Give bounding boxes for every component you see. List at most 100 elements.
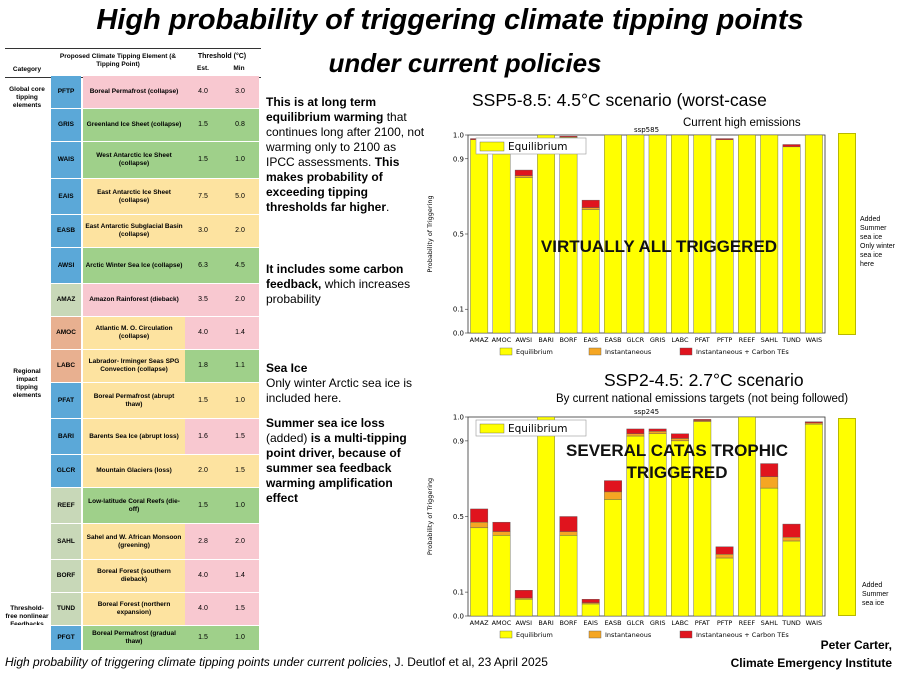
table-row: BORF Boreal Forest (southern dieback) 4.0 1… (5, 560, 261, 593)
citation: High probability of triggering climate t… (5, 655, 548, 669)
threshold-min: 1.5 (221, 419, 259, 454)
notes-paragraph-1: This is at long term equilibrium warming… (266, 95, 426, 215)
legend-swatch (499, 630, 513, 639)
x-tick-label: AWSI (516, 619, 533, 627)
bar-equilibrium (559, 137, 578, 334)
element-code: AMOC (51, 317, 81, 349)
x-tick-label: GRIS (650, 619, 666, 627)
element-code: BARI (51, 419, 81, 454)
chart-svg: 0.0 0.1 0.5 0.9 1.0 Probability of Triggering… (426, 126, 826, 356)
bar-instantaneous (604, 491, 622, 500)
category-threshold-free: Threshold-free nonlinear Feedbacks (5, 605, 49, 628)
element-name: Arctic Winter Sea Ice (collapse) (83, 248, 185, 283)
summer-sea-ice-bar-2 (838, 418, 856, 616)
threshold-est: 1.8 (185, 350, 221, 382)
element-code: PFAT (51, 383, 81, 418)
y-tick-label: 0.9 (453, 437, 464, 445)
threshold-est: 3.5 (185, 284, 221, 316)
element-name: Atlantic M. O. Circulation (collapse) (83, 317, 185, 349)
x-tick-label: GLCR (626, 619, 644, 627)
bar-equilibrium (760, 487, 779, 617)
bar-equilibrium (804, 423, 823, 617)
element-name: Greenland Ice Sheet (collapse) (83, 109, 185, 141)
bar-equilibrium (804, 134, 823, 334)
author-org: Climate Emergency Institute (730, 656, 892, 670)
notes-paragraph-3: Sea Ice Only winter Arctic sea ice is in… (266, 361, 426, 406)
note-1-end: . (386, 200, 390, 214)
note-4-bold: Summer sea ice loss (266, 416, 385, 430)
bar-equilibrium (604, 499, 622, 617)
element-code: SAHL (51, 524, 81, 559)
citation-title: High probability of triggering climate t… (5, 655, 388, 669)
bar-carbon (559, 516, 578, 532)
summer-sea-ice-bar-1 (838, 133, 856, 335)
element-name: Low-latitude Coral Reefs (die-off) (83, 488, 185, 523)
y-tick-label: 0.1 (453, 306, 464, 314)
threshold-min: 1.4 (221, 317, 259, 349)
x-tick-label: BORF (560, 619, 578, 627)
element-name: Boreal Permafrost (abrupt thaw) (83, 383, 185, 418)
header-min: Min (233, 65, 245, 72)
bar-equilibrium (715, 557, 734, 617)
threshold-min: 1.1 (221, 350, 259, 382)
bar-carbon (648, 428, 667, 432)
bar-equilibrium (782, 146, 801, 334)
element-code: PFGT (51, 626, 81, 650)
legend-entry: Equilibrium (516, 348, 553, 356)
header-category: Category (12, 66, 42, 73)
table-row: WAIS West Antarctic Ice Sheet (collapse) 1… (5, 142, 261, 179)
scenario-1-side-note: Added Summer sea ice Only winter sea ice… (860, 216, 896, 268)
citation-rest: , J. Deutlof et al, 23 April 2025 (387, 655, 548, 669)
author-name: Peter Carter, (820, 638, 892, 652)
note-4-rest: (added) (266, 431, 308, 445)
table-row: PFAT Boreal Permafrost (abrupt thaw) 1.5 1.… (5, 383, 261, 419)
header-element: Proposed Climate Tipping Element (& Tipp… (59, 53, 177, 68)
element-code: AWSI (51, 248, 81, 283)
threshold-est: 4.0 (185, 317, 221, 349)
bar-equilibrium (715, 139, 734, 334)
bar-instantaneous (782, 537, 801, 542)
y-tick-label: 1.0 (453, 132, 464, 140)
x-tick-label: PFTP (717, 336, 733, 344)
bar-instantaneous (470, 521, 489, 529)
bar-carbon (514, 169, 533, 176)
table-row: PFTP Boreal Permafrost (collapse) 4.0 3.0 (5, 76, 261, 109)
legend-label: Equilibrium (508, 423, 568, 435)
bar-equilibrium (738, 416, 756, 617)
threshold-est: 1.5 (185, 488, 221, 523)
bar-equilibrium (581, 603, 600, 617)
x-tick-label: BARI (538, 619, 553, 627)
legend-entry: Instantaneous (605, 348, 652, 356)
threshold-est: 4.0 (185, 593, 221, 625)
bar-carbon (581, 599, 600, 604)
threshold-est: 4.0 (185, 76, 221, 108)
y-axis-label: Probability of Triggering (426, 478, 434, 555)
x-tick-label: EASB (604, 336, 621, 344)
x-tick-label: WAIS (806, 619, 823, 627)
bar-carbon (492, 521, 511, 532)
table-row: LABC Labrador- Irminger Seas SPG Convecti… (5, 350, 261, 383)
element-name: Boreal Permafrost (collapse) (83, 76, 185, 108)
threshold-est: 1.6 (185, 419, 221, 454)
bar-carbon (782, 523, 801, 538)
threshold-min: 4.5 (221, 248, 259, 283)
bar-carbon (581, 199, 600, 208)
element-code: AMAZ (51, 284, 81, 316)
bar-equilibrium (738, 134, 756, 334)
element-name: Labrador- Irminger Seas SPG Convection (… (83, 350, 185, 382)
x-tick-label: PFTP (717, 619, 733, 627)
note-1-bold2: This makes probability of exceeding tipp… (266, 155, 400, 214)
x-tick-label: REEF (739, 336, 756, 344)
y-tick-label: 0.1 (453, 589, 464, 597)
element-code: EAIS (51, 179, 81, 214)
threshold-est: 1.5 (185, 383, 221, 418)
threshold-min: 2.0 (221, 284, 259, 316)
element-code: LABC (51, 350, 81, 382)
bar-equilibrium (693, 134, 712, 334)
header-threshold: Threshold (°C) (197, 53, 247, 60)
element-name: Boreal Forest (northern expansion) (83, 593, 185, 625)
table-row: GLCR Mountain Glaciers (loss) 2.0 1.5 (5, 455, 261, 488)
bar-equilibrium (604, 134, 622, 334)
bar-instantaneous (626, 433, 645, 437)
x-tick-label: EAIS (583, 336, 598, 344)
